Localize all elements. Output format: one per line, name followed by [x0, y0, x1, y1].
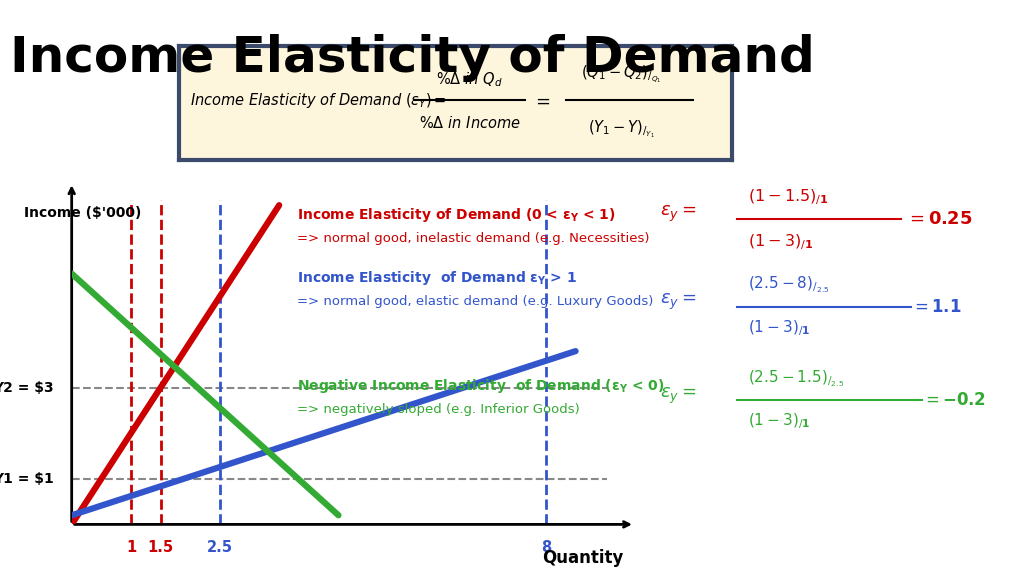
Text: 2.5: 2.5: [207, 540, 232, 555]
Text: $= \mathbf{0.25}$: $= \mathbf{0.25}$: [906, 210, 973, 228]
Text: Y1 = $1: Y1 = $1: [0, 472, 54, 486]
Text: $(2.5-1.5)_{/_{2.5}}$: $(2.5-1.5)_{/_{2.5}}$: [748, 369, 844, 389]
Text: Income Elasticity of Demand: Income Elasticity of Demand: [10, 34, 815, 82]
Text: Negative Income Elasticity  of Demand ($\mathbf{\varepsilon_Y}$ < 0): Negative Income Elasticity of Demand ($\…: [297, 377, 665, 396]
Text: Income ($'000): Income ($'000): [25, 206, 141, 221]
Text: $=\mathit{\mathbf{-0.2}}$: $=\mathit{\mathbf{-0.2}}$: [922, 391, 985, 409]
Text: => normal good, inelastic demand (e.g. Necessities): => normal good, inelastic demand (e.g. N…: [297, 232, 649, 245]
Text: $(1-3)_{/\mathbf{1}}$: $(1-3)_{/\mathbf{1}}$: [748, 317, 810, 338]
Text: $(1-3)_{/\mathbf{1}}$: $(1-3)_{/\mathbf{1}}$: [748, 410, 810, 431]
Text: $(1-1.5)_{/\mathbf{1}}$: $(1-1.5)_{/\mathbf{1}}$: [748, 186, 828, 207]
Text: 1.5: 1.5: [147, 540, 174, 555]
Text: => negatively sloped (e.g. Inferior Goods): => negatively sloped (e.g. Inferior Good…: [297, 403, 580, 416]
Text: $=\mathit{\mathbf{1.1}}$: $=\mathit{\mathbf{1.1}}$: [911, 298, 962, 316]
Text: $\varepsilon_y = $: $\varepsilon_y = $: [660, 292, 696, 312]
Text: $\varepsilon_y = $: $\varepsilon_y = $: [660, 203, 696, 224]
Text: Income Elasticity of Demand (0 < $\mathbf{\varepsilon_Y}$ < 1): Income Elasticity of Demand (0 < $\mathb…: [297, 206, 615, 225]
Text: Income Elasticity  of Demand $\mathbf{\varepsilon_Y}$ > 1: Income Elasticity of Demand $\mathbf{\va…: [297, 269, 578, 287]
Text: $(Y_1-Y)_{/_{Y_1}}$: $(Y_1-Y)_{/_{Y_1}}$: [588, 118, 655, 140]
Text: Quantity: Quantity: [543, 549, 624, 568]
Text: $\varepsilon_y = $: $\varepsilon_y = $: [660, 386, 696, 406]
Text: 1: 1: [126, 540, 136, 555]
Text: => normal good, elastic demand (e.g. Luxury Goods): => normal good, elastic demand (e.g. Lux…: [297, 295, 653, 308]
Text: $\%\Delta\ \it{in}\ Q_d$: $\%\Delta\ \it{in}\ Q_d$: [436, 71, 503, 89]
Text: $=$: $=$: [532, 91, 551, 109]
Text: $\it{Income\ Elasticity\ of\ Demand}\ (\varepsilon_Y)=$: $\it{Income\ Elasticity\ of\ Demand}\ (\…: [190, 91, 446, 110]
Text: 8: 8: [541, 540, 551, 555]
Text: Y2 = $3: Y2 = $3: [0, 381, 54, 394]
Text: $(2.5-8)_{/_{2.5}}$: $(2.5-8)_{/_{2.5}}$: [748, 275, 829, 295]
Text: $\%\Delta\ \it{in\ Income}$: $\%\Delta\ \it{in\ Income}$: [419, 115, 520, 131]
Text: $(1-3)_{/\mathbf{1}}$: $(1-3)_{/\mathbf{1}}$: [748, 232, 813, 253]
Text: $(Q_1-Q_2)_{/_{Q_1}}$: $(Q_1-Q_2)_{/_{Q_1}}$: [582, 63, 662, 85]
